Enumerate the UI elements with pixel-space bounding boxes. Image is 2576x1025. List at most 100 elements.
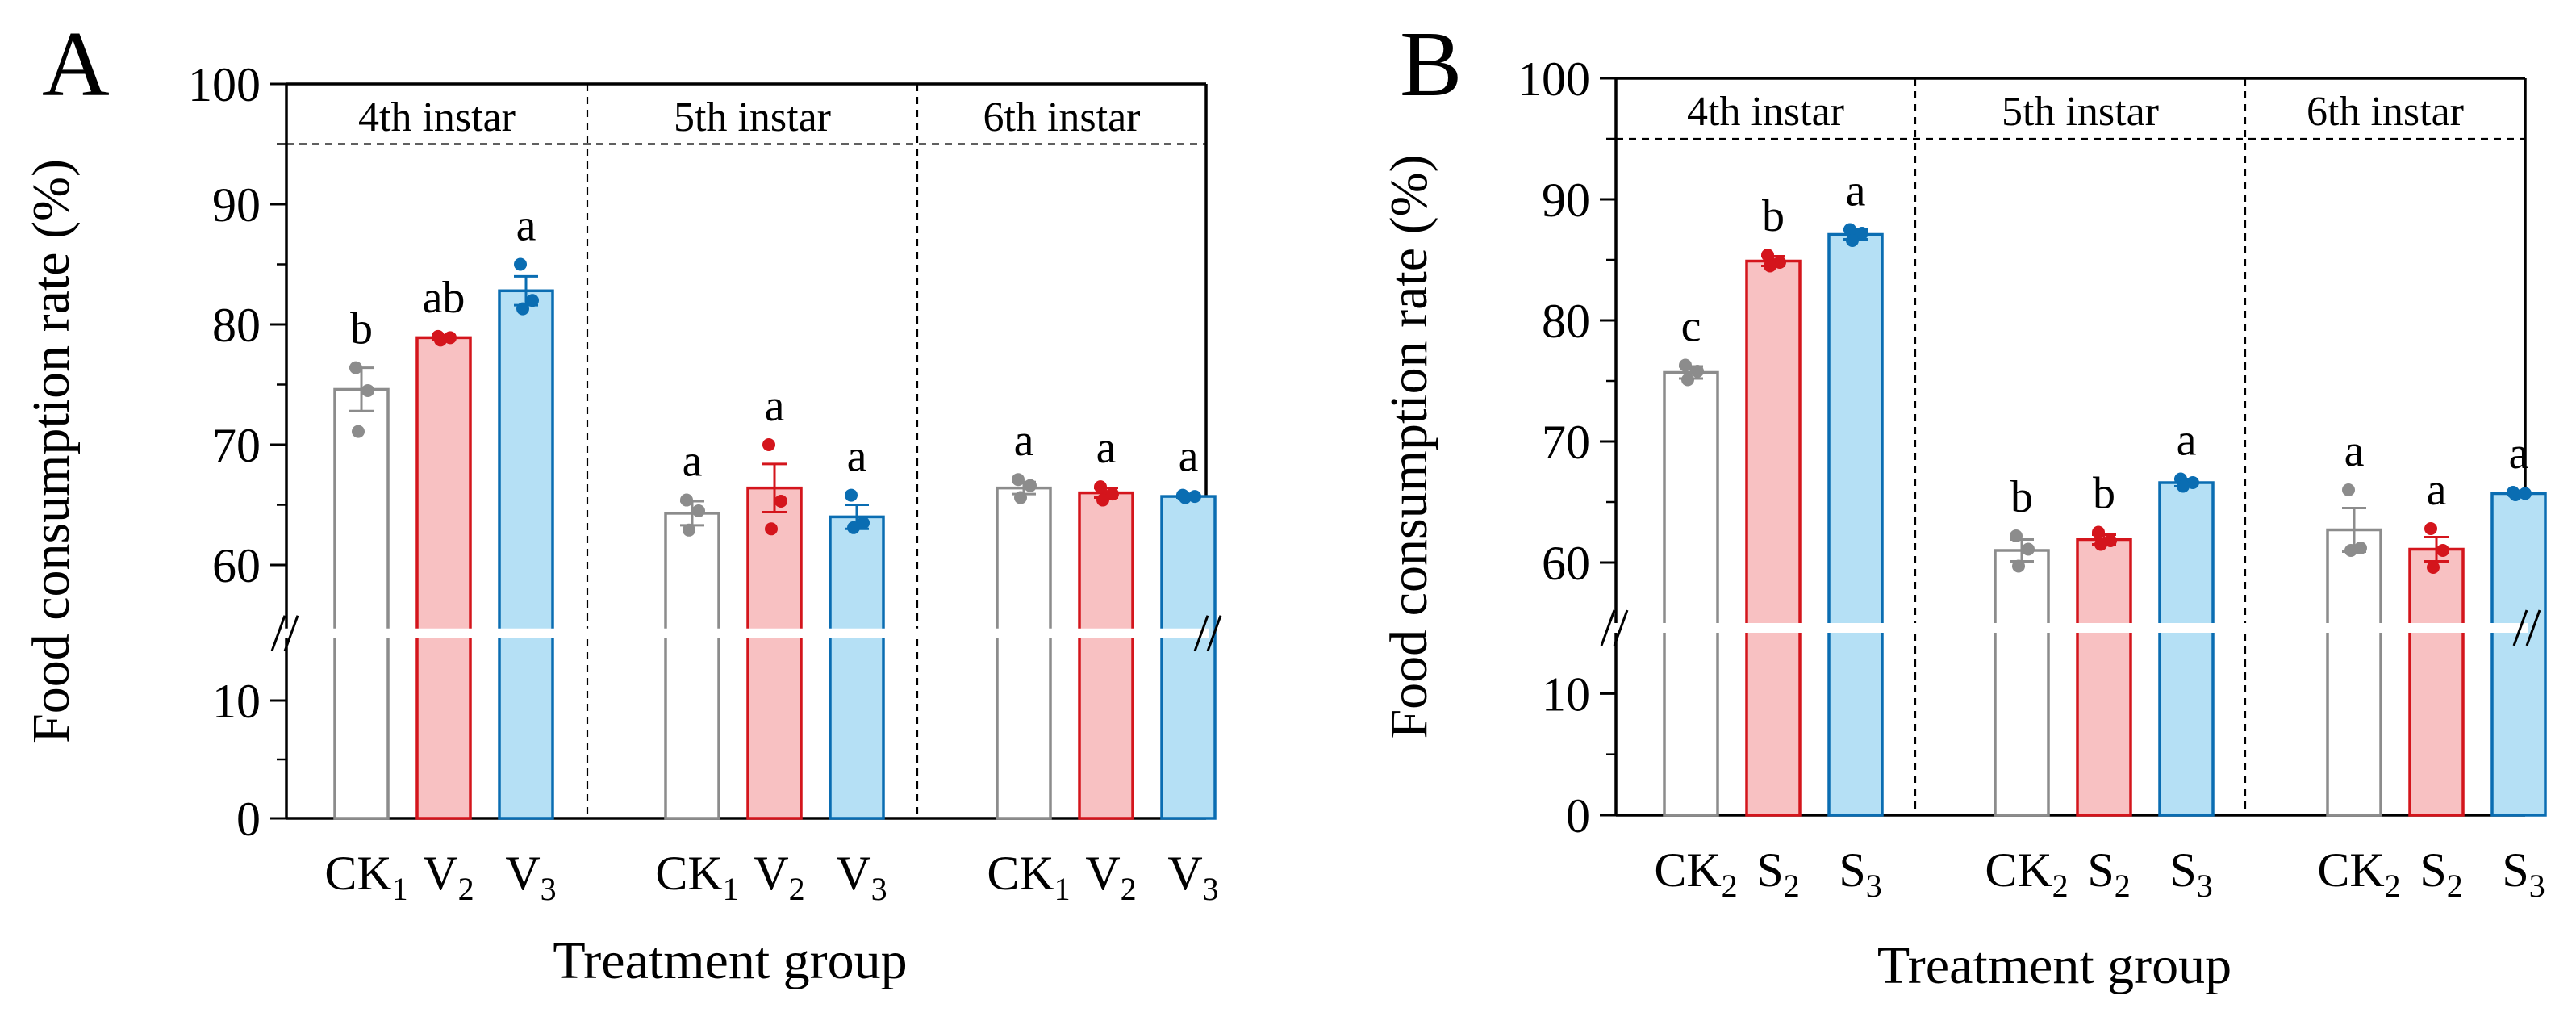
- bar: [415, 336, 472, 820]
- bar: [1663, 370, 1719, 817]
- data-point: [2424, 522, 2437, 535]
- x-axis-title: Treatment group: [553, 931, 907, 990]
- category-name: V: [836, 847, 870, 900]
- significance-letter: a: [2177, 416, 2197, 466]
- category-label: CK1: [324, 847, 407, 907]
- category-name: CK: [1985, 843, 2052, 897]
- data-point: [352, 425, 365, 438]
- category-label: V2: [754, 847, 804, 907]
- category-label: S2: [2419, 843, 2462, 904]
- data-point: [1094, 480, 1107, 494]
- significance-letter: a: [847, 432, 867, 482]
- category-name: S: [1839, 843, 1865, 897]
- data-point: [2092, 525, 2105, 539]
- bar: [2490, 492, 2547, 817]
- category-subscript: 3: [1866, 868, 1882, 904]
- bar: [2076, 538, 2132, 817]
- data-point: [2177, 479, 2190, 493]
- data-point: [680, 493, 693, 507]
- category-subscript: 3: [1203, 871, 1219, 907]
- bar: [1160, 495, 1217, 820]
- bar: [2408, 547, 2465, 817]
- data-point: [434, 333, 447, 347]
- y-tick-label: 100: [188, 58, 261, 111]
- data-point: [1846, 234, 1859, 247]
- data-point: [2186, 476, 2199, 489]
- panel-label: A: [42, 13, 110, 116]
- category-name: S: [1756, 843, 1783, 897]
- category-name: CK: [2317, 843, 2384, 897]
- data-point: [1843, 223, 1856, 236]
- data-point: [2519, 487, 2532, 500]
- y-axis-title: Food consumption rate (%): [22, 159, 81, 743]
- category-name: S: [2502, 843, 2528, 897]
- category-subscript: 2: [2052, 868, 2069, 904]
- data-point: [1096, 493, 1109, 507]
- y-tick-label: 70: [1542, 416, 1590, 469]
- category-subscript: 1: [392, 871, 408, 907]
- category-name: CK: [324, 847, 391, 900]
- y-tick-label: 0: [1566, 789, 1590, 843]
- category-subscript: 2: [1784, 868, 1800, 904]
- category-label: CK1: [987, 847, 1070, 907]
- data-point: [1761, 249, 1774, 261]
- axis-break-band: [1613, 623, 2528, 633]
- bar: [1745, 259, 1802, 817]
- y-tick-label: 10: [1542, 667, 1590, 721]
- instar-label: 5th instar: [674, 94, 831, 140]
- category-subscript: 2: [1121, 871, 1137, 907]
- bar: [333, 387, 390, 820]
- data-point: [2427, 561, 2440, 574]
- data-point: [526, 294, 539, 308]
- category-name: V: [505, 847, 540, 900]
- axis-break-mark: [1206, 615, 1222, 652]
- data-point: [2342, 483, 2355, 496]
- category-name: CK: [1654, 843, 1721, 897]
- category-subscript: 3: [2529, 868, 2545, 904]
- data-point: [349, 361, 362, 374]
- category-subscript: 1: [1054, 871, 1071, 907]
- category-subscript: 2: [1722, 868, 1738, 904]
- category-subscript: 3: [2197, 868, 2213, 904]
- category-subscript: 2: [2385, 868, 2401, 904]
- axis-break-mark: [2525, 609, 2541, 646]
- panel-label: B: [1400, 13, 1462, 116]
- category-label: S3: [2502, 843, 2545, 904]
- data-point: [1179, 491, 1192, 504]
- axis-break-mark: [1600, 609, 1616, 646]
- category-label: V2: [423, 847, 474, 907]
- data-point: [516, 302, 529, 316]
- significance-letter: a: [516, 201, 536, 251]
- instar-label: 6th instar: [983, 94, 1141, 140]
- y-tick-label: 90: [212, 178, 261, 232]
- data-point: [1773, 256, 1786, 269]
- category-label: S2: [1756, 843, 1799, 904]
- axis-break-band: [283, 628, 1209, 638]
- significance-letter: a: [2509, 429, 2529, 479]
- category-subscript: 2: [2115, 868, 2131, 904]
- category-name: S: [2087, 843, 2114, 897]
- data-point: [1691, 365, 1704, 378]
- category-label: S2: [2087, 843, 2130, 904]
- category-label: S3: [1839, 843, 1881, 904]
- significance-letter: b: [2010, 472, 2033, 522]
- category-subscript: 2: [458, 871, 474, 907]
- category-subscript: 3: [541, 871, 557, 907]
- data-point: [361, 383, 374, 397]
- bar: [746, 486, 803, 820]
- category-label: V3: [1167, 847, 1218, 907]
- data-point: [2012, 559, 2025, 573]
- data-point: [692, 504, 705, 517]
- data-point: [1764, 259, 1776, 273]
- data-point: [765, 522, 778, 536]
- data-point: [2022, 542, 2035, 556]
- significance-letter: ab: [423, 273, 466, 323]
- category-subscript: 2: [2447, 868, 2463, 904]
- category-name: V: [1167, 847, 1202, 900]
- data-point: [2010, 529, 2023, 542]
- data-point: [762, 438, 775, 451]
- significance-letter: c: [1681, 302, 1701, 352]
- category-subscript: 2: [789, 871, 805, 907]
- category-label: V3: [505, 847, 556, 907]
